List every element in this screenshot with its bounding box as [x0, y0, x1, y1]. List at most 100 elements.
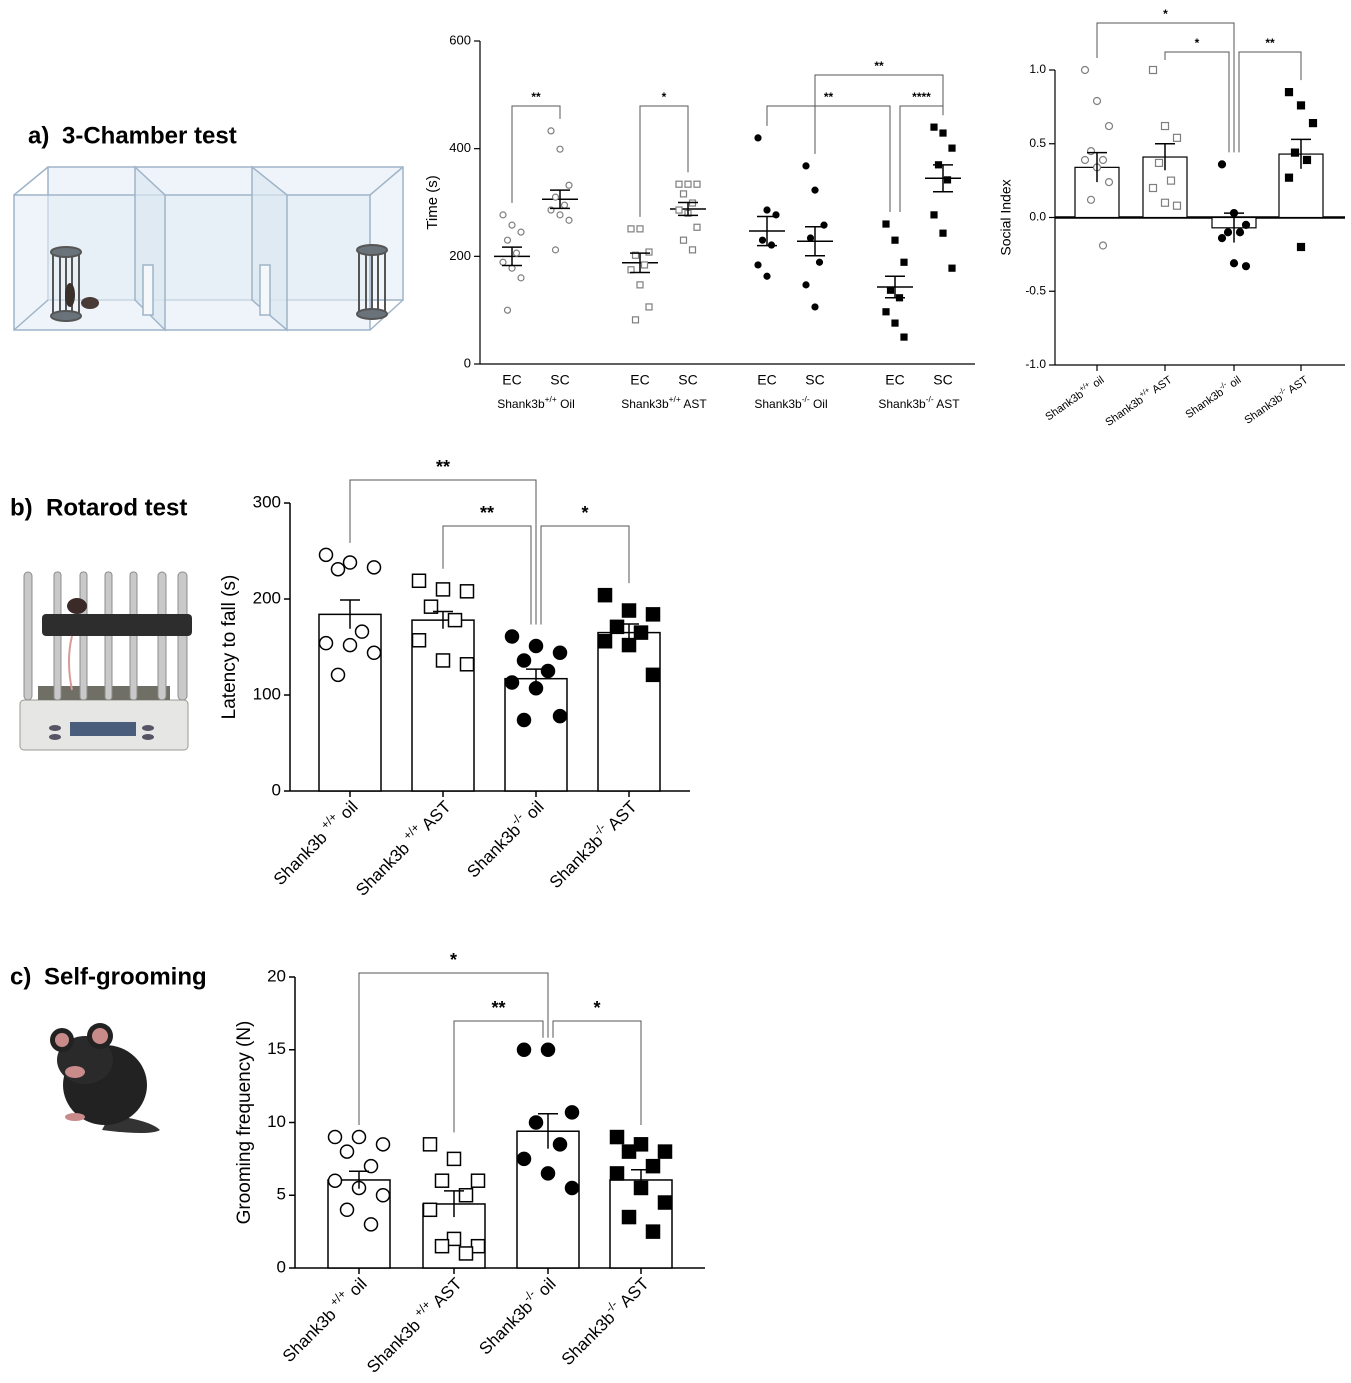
bar: [598, 633, 660, 791]
significance-bracket: [454, 1021, 543, 1132]
point: [647, 1160, 660, 1173]
point: [690, 247, 696, 253]
x-tick-label: Shank3b +/+ AST: [360, 1271, 466, 1377]
group-label: Shank3b-/- AST: [878, 394, 960, 411]
point: [506, 676, 519, 689]
point: [1174, 202, 1181, 209]
point: [1100, 156, 1107, 163]
point: [509, 222, 515, 228]
point: [566, 1106, 579, 1119]
y-axis-label: Time (s): [424, 175, 441, 229]
y-axis-label: Social Index: [998, 179, 1014, 255]
y-tick-label: 400: [449, 140, 471, 155]
x-tick-label: Shank3b+/+ AST: [1101, 371, 1174, 429]
point: [461, 658, 474, 671]
point: [633, 317, 639, 323]
point: [1298, 102, 1305, 109]
significance-label: **: [531, 90, 541, 104]
point: [1106, 179, 1113, 186]
point: [892, 320, 898, 326]
point: [424, 1203, 437, 1216]
point: [553, 194, 559, 200]
point: [892, 237, 898, 243]
point: [599, 589, 612, 602]
point: [1310, 120, 1317, 127]
point: [505, 237, 511, 243]
y-tick-label: 100: [253, 684, 281, 703]
bar: [517, 1131, 579, 1268]
point: [755, 262, 761, 268]
point: [514, 250, 520, 256]
point: [530, 1116, 543, 1129]
point: [424, 1138, 437, 1151]
significance-label: *: [593, 998, 600, 1018]
x-tick-label: Shank3b-/- oil: [473, 1271, 560, 1358]
point: [557, 146, 563, 152]
point: [518, 1043, 531, 1056]
point: [681, 237, 687, 243]
chart: 0200400600Time (s)ECSCECSCECSCECSCShank3…: [424, 32, 975, 411]
point: [1243, 221, 1250, 228]
significance-label: **: [824, 90, 834, 104]
point: [1150, 185, 1157, 192]
point: [1150, 67, 1157, 74]
point: [448, 1232, 461, 1245]
point: [518, 229, 524, 235]
point: [329, 1174, 342, 1187]
x-tick-label: EC: [630, 372, 649, 388]
y-tick-label: 600: [449, 32, 471, 47]
point: [332, 563, 345, 576]
y-tick-label: 5: [277, 1185, 286, 1204]
y-tick-label: 15: [267, 1039, 286, 1058]
point: [755, 135, 761, 141]
point: [599, 635, 612, 648]
point: [764, 207, 770, 213]
point: [647, 1225, 660, 1238]
point: [611, 1167, 624, 1180]
point: [1088, 148, 1095, 155]
point: [623, 1145, 636, 1158]
point: [945, 177, 951, 183]
significance-label: **: [1265, 36, 1275, 50]
point: [659, 1145, 672, 1158]
point: [1286, 174, 1293, 181]
point: [554, 646, 567, 659]
point: [676, 181, 682, 187]
x-tick-label: SC: [933, 372, 952, 388]
panel-label: b): [10, 494, 33, 521]
point: [760, 237, 766, 243]
significance-label: *: [1163, 7, 1168, 21]
group-label: Shank3b+/+ Oil: [497, 394, 574, 411]
point: [344, 556, 357, 569]
point: [1162, 123, 1169, 130]
panel-label: a): [28, 122, 49, 149]
point: [530, 640, 543, 653]
point: [320, 548, 333, 561]
point: [803, 282, 809, 288]
point: [518, 654, 531, 667]
x-tick-label: Shank3b-/- AST: [555, 1271, 653, 1369]
y-tick-label: -0.5: [1025, 283, 1046, 297]
point: [1219, 161, 1226, 168]
point: [542, 1043, 555, 1056]
three-chamber-illustration: [14, 167, 403, 330]
point: [1156, 159, 1163, 166]
point: [436, 1240, 449, 1253]
y-tick-label: -1.0: [1025, 357, 1046, 371]
y-axis-label: Grooming frequency (N): [234, 1021, 255, 1225]
point: [685, 181, 691, 187]
point: [764, 273, 770, 279]
point: [1231, 260, 1238, 267]
x-tick-label: Shank3b+/+ oil: [1041, 371, 1106, 423]
chart: 0100200300Latency to fall (s)Shank3b +/+…: [219, 457, 690, 900]
point: [562, 202, 568, 208]
x-tick-label: Shank3b-/- oil: [1182, 371, 1244, 421]
point: [1243, 263, 1250, 270]
point: [637, 226, 643, 232]
point: [646, 249, 652, 255]
figure: a) 3-Chamber test b) Rotarod test c) Sel…: [0, 0, 1351, 1383]
y-tick-label: 20: [267, 966, 286, 985]
point: [505, 307, 511, 313]
significance-label: *: [1195, 36, 1200, 50]
